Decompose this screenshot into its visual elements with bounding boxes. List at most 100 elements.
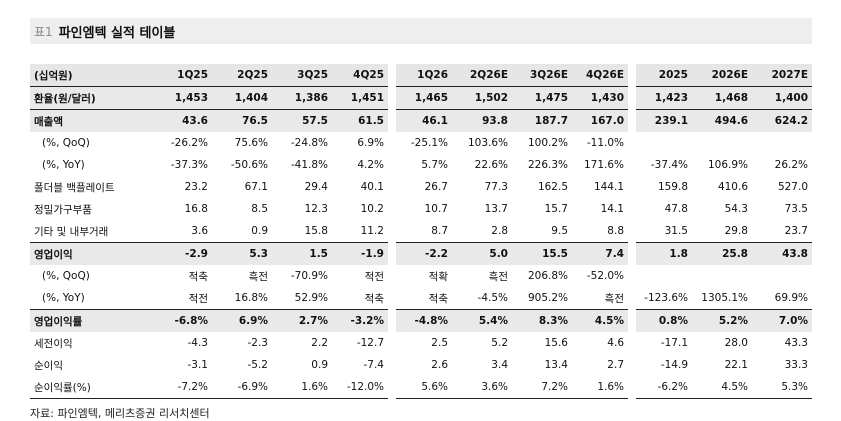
table-cell: 8.8 [607, 225, 624, 237]
row-label: 영업이익률 [30, 309, 152, 332]
table-cell: 1.6% [572, 376, 632, 399]
table-row: 매출액 43.6 76.5 57.5 61.5 46.1 93.8 187.7 167.0 239… [30, 109, 812, 132]
table-cell: 흑전 [604, 292, 624, 305]
table-row: 영업이익 -2.9 5.3 1.5 -1.9 -2.2 5.0 15.5 7.4 1.8 25.8 4… [30, 242, 812, 265]
row-label: 폴더블 백플레이트 [34, 181, 115, 194]
table-cell: 4.5% [572, 309, 632, 332]
table-cell: 28.0 [724, 337, 748, 349]
table-cell: 1.8 [628, 242, 692, 265]
table-cell: 0.9 [311, 359, 328, 371]
table-cell: 167.0 [572, 109, 632, 132]
table-cell: 29.8 [724, 225, 748, 237]
table-row: (%, YoY) -37.3% -50.6% -41.8% 4.2% 5.7% 22.6% 2… [30, 154, 812, 176]
table-cell: 43.8 [752, 242, 812, 265]
table-cell: 47.8 [628, 198, 692, 220]
row-label: 환율(원/달러) [30, 86, 152, 110]
table-cell: 226.3% [527, 159, 568, 171]
table-cell: 적전 [364, 270, 384, 283]
table-cell: -26.2% [170, 137, 208, 149]
table-cell: 46.1 [388, 109, 452, 132]
table-cell: -2.2 [388, 242, 452, 265]
table-cell: -70.9% [290, 270, 328, 282]
table-cell: 527.0 [777, 181, 808, 193]
table-cell: -2.9 [152, 242, 212, 265]
table-cell: -37.3% [170, 159, 208, 171]
header-col-3q26e: 3Q26E [512, 64, 572, 87]
table-cell: 1,400 [752, 86, 812, 110]
table-cell: 5.0 [452, 242, 512, 265]
table-cell: -25.1% [388, 132, 452, 154]
table-cell: 1.6% [272, 376, 332, 399]
table-row: 순이익률(%) -7.2% -6.9% 1.6% -12.0% 5.6% 3.6% 7.2% 1… [30, 376, 812, 399]
table-cell: -41.8% [290, 159, 328, 171]
table-cell: 73.5 [784, 203, 808, 215]
table-cell: 14.1 [600, 203, 624, 215]
table-cell: -12.7 [356, 337, 384, 349]
table-cell: 26.7 [388, 176, 452, 198]
table-cell: 11.2 [360, 225, 384, 237]
table-cell: 187.7 [512, 109, 572, 132]
table-cell: 9.5 [551, 225, 568, 237]
table-cell: -17.1 [628, 332, 692, 354]
table-cell: -6.9% [212, 376, 272, 399]
header-col-1q25: 1Q25 [152, 64, 212, 87]
table-cell: 40.1 [360, 181, 384, 193]
row-label: 세전이익 [34, 337, 73, 350]
row-label: (%, QoQ) [42, 270, 90, 282]
table-cell: -7.2% [152, 376, 212, 399]
table-title-bar: 표1 파인엠텍 실적 테이블 [30, 18, 812, 44]
table-cell: 52.9% [294, 292, 328, 304]
table-cell: -3.2% [332, 309, 392, 332]
table-row: (%, QoQ) -26.2% 75.6% -24.8% 6.9% -25.1% 103.6… [30, 132, 812, 154]
header-col-2027e: 2027E [752, 64, 812, 87]
table-cell: 흑전 [248, 270, 268, 283]
table-cell: 4.6 [607, 337, 624, 349]
row-label: 순이익 [34, 359, 63, 372]
table-cell [692, 265, 752, 287]
table-cell: 5.7% [388, 154, 452, 176]
table-cell: 적전 [188, 292, 208, 305]
table-cell: 75.6% [234, 137, 268, 149]
table-cell: 162.5 [537, 181, 568, 193]
row-label: 영업이익 [30, 242, 152, 265]
table-cell [628, 265, 692, 287]
table-row: 영업이익률 -6.8% 6.9% 2.7% -3.2% -4.8% 5.4% 8.3% 4.5%… [30, 309, 812, 332]
table-cell: -123.6% [628, 287, 692, 310]
table-cell: 23.7 [784, 225, 808, 237]
table-cell: 2.7% [272, 309, 332, 332]
table-cell: 적확 [388, 265, 452, 287]
table-cell: 8.3% [512, 309, 572, 332]
header-col-4q25: 4Q25 [332, 64, 392, 87]
table-row: 정밀가구부품 16.8 8.5 12.3 10.2 10.7 13.7 15.7 14.1 47.… [30, 198, 812, 220]
table-cell: 7.0% [752, 309, 812, 332]
row-label: 매출액 [30, 109, 152, 132]
table-cell: 2.7 [607, 359, 624, 371]
table-cell: 144.1 [593, 181, 624, 193]
table-cell: 16.8% [234, 292, 268, 304]
table-cell [752, 132, 812, 154]
table-cell: 5.6% [388, 376, 452, 399]
table-cell: 1.5 [272, 242, 332, 265]
table-cell: 10.7 [388, 198, 452, 220]
table-cell: 12.3 [304, 203, 328, 215]
table-cell: 3.6 [191, 225, 208, 237]
header-col-1q26: 1Q26 [388, 64, 452, 87]
table-cell: -1.9 [332, 242, 392, 265]
table-cell: 26.2% [774, 159, 808, 171]
table-cell: -2.3 [247, 337, 269, 349]
table-cell: 905.2% [527, 292, 568, 304]
row-label: 기타 및 내부거래 [34, 225, 109, 238]
table-cell: -7.4 [363, 359, 385, 371]
table-cell: 206.8% [527, 270, 568, 282]
table-cell: 5.2 [491, 337, 508, 349]
table-cell: 1305.1% [701, 292, 748, 304]
table-cell: 494.6 [692, 109, 752, 132]
table-cell: 77.3 [484, 181, 508, 193]
table-body: 환율(원/달러) 1,453 1,404 1,386 1,451 1,465 1,502 1,… [30, 86, 812, 399]
table-cell: 흑전 [488, 270, 508, 283]
table-cell: 100.2% [527, 137, 568, 149]
table-cell: -4.8% [388, 309, 452, 332]
table-cell: 22.1 [724, 359, 748, 371]
table-cell: -5.2 [247, 359, 269, 371]
table-cell: 624.2 [752, 109, 812, 132]
